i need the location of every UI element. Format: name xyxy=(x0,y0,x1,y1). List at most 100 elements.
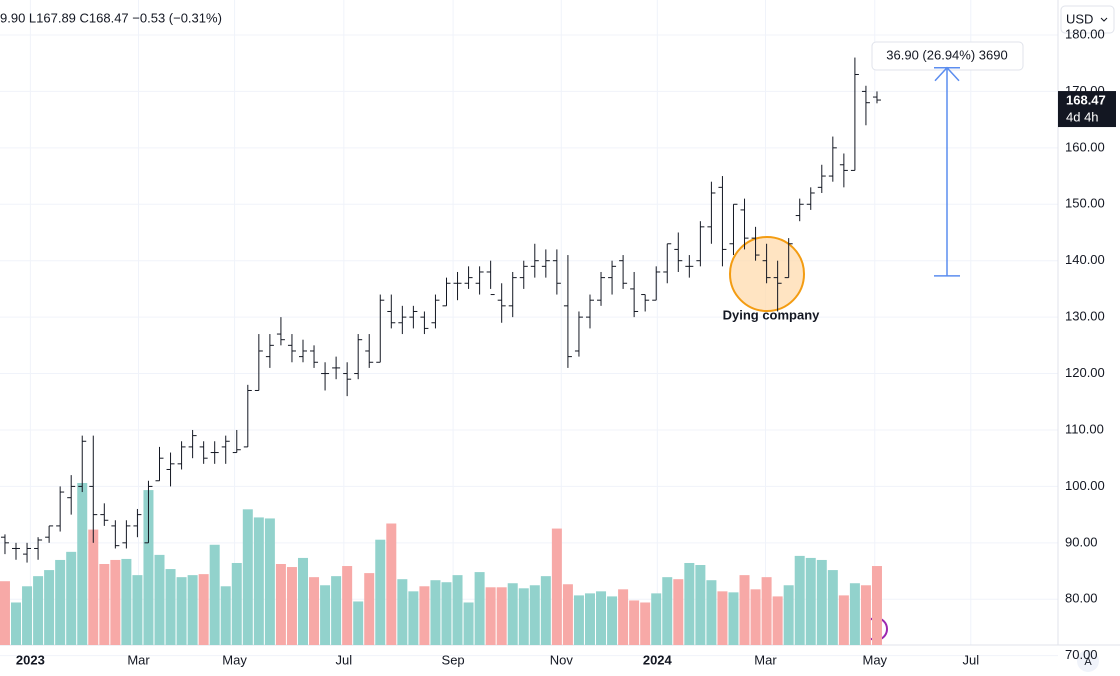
ohlc-header: 9.90 L167.89 C168.47 −0.53 (−0.31%) xyxy=(0,10,222,25)
volume-bar xyxy=(165,569,176,645)
volume-bar xyxy=(584,593,595,645)
volume-bar xyxy=(121,558,132,645)
volume-bar xyxy=(309,577,320,645)
volume-bar xyxy=(838,595,849,645)
y-tick-label: 110.00 xyxy=(1065,421,1104,436)
volume-bar xyxy=(22,586,33,645)
volume-bar xyxy=(231,562,242,645)
volume-bar xyxy=(540,576,551,645)
measure-label: 36.90 (26.94%) 3690 xyxy=(886,47,1007,62)
volume-bar xyxy=(805,557,816,645)
volume-bar xyxy=(375,539,386,645)
volume-bar xyxy=(33,576,44,645)
y-tick-label: 90.00 xyxy=(1065,534,1098,549)
volume-bar xyxy=(286,567,297,645)
volume-bar xyxy=(176,577,187,645)
volume-bar xyxy=(739,575,750,645)
volume-bar xyxy=(187,575,198,645)
volume-bar xyxy=(66,551,77,645)
y-tick-label: 70.00 xyxy=(1065,647,1098,662)
volume-bar xyxy=(496,587,507,645)
volume-bar xyxy=(816,559,827,645)
volume-bar xyxy=(529,585,540,645)
volume-bar xyxy=(88,529,99,645)
volume-bar xyxy=(717,591,728,645)
volume-bar xyxy=(209,544,220,645)
y-tick-label: 100.00 xyxy=(1065,478,1105,493)
y-tick-label: 80.00 xyxy=(1065,591,1098,606)
volume-bar xyxy=(452,575,463,645)
x-tick-label: 2023 xyxy=(16,652,45,667)
volume-bar xyxy=(684,562,695,645)
volume-bar xyxy=(618,589,629,645)
volume-bar xyxy=(485,587,496,645)
volume-bar xyxy=(408,591,419,645)
x-tick-label: Mar xyxy=(754,652,777,667)
currency[interactable]: USD xyxy=(1066,11,1093,26)
volume-bar xyxy=(706,580,717,645)
volume-bar xyxy=(827,570,838,645)
x-tick-label: May xyxy=(862,652,887,667)
y-tick-label: 130.00 xyxy=(1065,309,1105,324)
volume-bar xyxy=(430,580,441,645)
volume-bar xyxy=(562,584,573,645)
volume-bar xyxy=(794,555,805,645)
scale-button[interactable] xyxy=(1077,650,1099,672)
x-tick-label: Mar xyxy=(127,652,150,667)
volume-bar xyxy=(11,602,22,645)
volume-bar xyxy=(640,602,651,645)
x-tick-label: Sep xyxy=(442,652,465,667)
volume-bar xyxy=(55,559,66,645)
volume-bar xyxy=(242,509,253,645)
volume-bar xyxy=(629,600,640,645)
volume-bar xyxy=(849,583,860,645)
y-tick-label: 160.00 xyxy=(1065,139,1105,154)
volume-bar xyxy=(419,586,430,645)
volume-bar xyxy=(761,577,772,645)
volume-bar xyxy=(596,591,607,645)
last-price-box xyxy=(1058,91,1116,128)
volume-bar xyxy=(320,585,331,645)
currency-caret xyxy=(1100,17,1108,22)
volume-bar xyxy=(750,589,761,645)
volume-bar xyxy=(441,582,452,645)
volume-bar xyxy=(364,573,375,645)
volume-bar xyxy=(651,593,662,645)
volume-bar xyxy=(44,570,55,645)
x-tick-label: Nov xyxy=(550,652,574,667)
volume-bar xyxy=(297,557,308,645)
volume-bar xyxy=(353,601,364,645)
x-tick-label: 2024 xyxy=(643,652,673,667)
last-price: 168.47 xyxy=(1066,92,1106,107)
y-tick-label: 150.00 xyxy=(1065,196,1105,211)
volume-bar xyxy=(728,592,739,645)
volume-bar xyxy=(198,574,209,645)
measure-arrowhead xyxy=(934,66,960,82)
volume-bar xyxy=(275,564,286,645)
volume-bar xyxy=(783,585,794,645)
volume-bar xyxy=(0,581,10,645)
annotation-text: Dying company xyxy=(723,307,821,322)
volume-bar xyxy=(673,579,684,645)
volume-bar xyxy=(253,517,264,645)
volume-bar xyxy=(573,595,584,645)
volume-bar xyxy=(110,559,121,645)
volume-bar xyxy=(871,566,882,645)
currency-button[interactable] xyxy=(1060,5,1115,34)
y-tick-label: 180.00 xyxy=(1065,26,1105,41)
last-price-countdown: 4d 4h xyxy=(1066,109,1099,124)
volume-bar xyxy=(463,602,474,645)
volume-bar xyxy=(607,596,618,645)
volume-bar xyxy=(331,576,342,645)
volume-bar xyxy=(860,585,871,645)
volume-bar xyxy=(220,586,231,645)
volume-bar xyxy=(264,518,275,645)
x-tick-label: May xyxy=(222,652,247,667)
y-tick-label: 120.00 xyxy=(1065,365,1105,380)
volume-bar xyxy=(507,583,518,645)
scale-mode[interactable]: A xyxy=(1084,656,1092,668)
volume-bar xyxy=(662,577,673,645)
volume-bar xyxy=(772,596,783,645)
volume-bar xyxy=(518,588,529,645)
